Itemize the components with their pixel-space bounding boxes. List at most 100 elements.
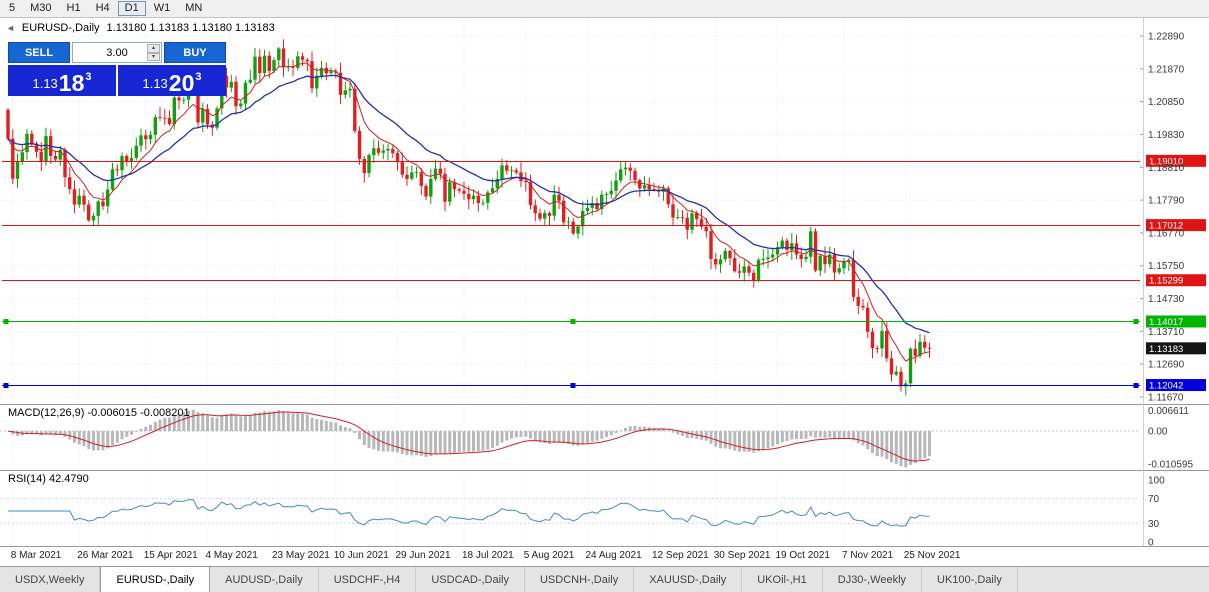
macd-axis-label: 0.00 — [1148, 427, 1168, 438]
price-axis-label: 1.19830 — [1148, 130, 1185, 141]
level-selection-handle[interactable] — [3, 383, 9, 388]
sell-price-pip-digit: 3 — [85, 71, 92, 83]
chart-canvas[interactable]: 1.190101.170121.152991.140171.120421.131… — [0, 18, 1209, 566]
chart-tab-uk100-[interactable]: UK100-,Daily — [922, 567, 1018, 592]
timeframe-button-w1[interactable]: W1 — [147, 1, 178, 16]
price-level-badge-label: 1.17012 — [1149, 221, 1183, 232]
price-level-badge-label: 1.19010 — [1149, 156, 1183, 167]
rsi-axis-label: 100 — [1148, 476, 1165, 487]
date-axis-label: 5 Aug 2021 — [524, 550, 575, 561]
buy-button[interactable]: BUY — [164, 42, 226, 63]
sell-price-prefix: 1.13 — [32, 76, 58, 91]
rsi-line — [8, 499, 930, 527]
volume-input[interactable]: 3.00 ▴ ▾ — [72, 42, 162, 63]
level-selection-handle[interactable] — [1133, 383, 1139, 388]
chart-tab-usdcad-[interactable]: USDCAD-,Daily — [416, 567, 525, 592]
buy-price-prefix: 1.13 — [142, 76, 168, 91]
date-axis-label: 10 Jun 2021 — [334, 550, 389, 561]
price-axis-label: 1.17790 — [1148, 196, 1185, 207]
timeframe-button-h4[interactable]: H4 — [89, 1, 117, 16]
chart-tab-xauusd-[interactable]: XAUUSD-,Daily — [634, 567, 743, 592]
price-level-badge — [1146, 154, 1206, 167]
price-level-badge-label: 1.12042 — [1149, 381, 1183, 392]
price-axis-label: 1.13710 — [1148, 327, 1185, 338]
chart-tab-audusd-[interactable]: AUDUSD-,Daily — [210, 567, 319, 592]
date-axis-label: 12 Sep 2021 — [652, 550, 709, 561]
volume-increase-button[interactable]: ▴ — [147, 44, 160, 53]
chart-area: 1.19010 1.17012 1.15299 1.14017 1.12042 1.131… — [0, 18, 1209, 566]
chart-tab-usdx[interactable]: USDX,Weekly — [0, 567, 101, 592]
date-axis-label: 19 Oct 2021 — [776, 550, 831, 561]
price-axis-label: 1.20850 — [1148, 97, 1185, 108]
chart-tab-usdchf-[interactable]: USDCHF-,H4 — [319, 567, 417, 592]
collapse-trade-panel-icon[interactable]: ◄ — [6, 23, 15, 33]
price-axis-label: 1.15750 — [1148, 261, 1185, 272]
price-axis-label: 1.16770 — [1148, 228, 1185, 239]
price-axis-label: 1.22890 — [1148, 32, 1185, 43]
date-axis-label: 24 Aug 2021 — [586, 550, 643, 561]
date-axis-label: 26 Mar 2021 — [77, 550, 134, 561]
volume-value: 3.00 — [106, 46, 128, 59]
macd-axis-label: -0.010595 — [1148, 460, 1193, 471]
chart-tab-ukoil-[interactable]: UKOil-,H1 — [742, 567, 823, 592]
price-axis-label: 1.18810 — [1148, 163, 1185, 174]
volume-spinner: ▴ ▾ — [147, 44, 160, 61]
price-axis-label: 1.11670 — [1148, 393, 1184, 404]
chart-tabs-bar: USDX,Weekly EURUSD-,Daily AUDUSD-,Daily USD… — [0, 566, 1209, 592]
timeframe-button-h1[interactable]: H1 — [60, 1, 88, 16]
date-axis-label: 29 Jun 2021 — [396, 550, 451, 561]
price-level-badge-label: 1.15299 — [1149, 276, 1183, 287]
date-axis-label: 7 Nov 2021 — [842, 550, 894, 561]
date-axis-label: 8 Mar 2021 — [11, 550, 62, 561]
timeframe-toolbar: 5 M30 H1 H4 D1 W1 MN — [0, 0, 1209, 18]
date-axis-label: 23 May 2021 — [272, 550, 330, 561]
timeframe-button-mn[interactable]: MN — [178, 1, 209, 16]
price-level-badge — [1146, 379, 1206, 392]
price-level-badge — [1146, 219, 1206, 232]
ma-fast-line — [7, 62, 930, 362]
buy-price-display[interactable]: 1.13 20 3 — [118, 65, 226, 96]
level-selection-handle[interactable] — [1133, 319, 1139, 324]
rsi-indicator-label: RSI(14) 42.4790 — [8, 473, 89, 485]
chart-title: ◄ EURUSD-,Daily 1.13180 1.13183 1.13180 … — [6, 22, 275, 34]
level-selection-handle[interactable] — [570, 319, 576, 324]
rsi-axis-label: 0 — [1148, 538, 1154, 549]
rsi-axis-label: 30 — [1148, 519, 1160, 530]
price-axis-label: 1.12690 — [1148, 360, 1185, 371]
macd-signal-line — [7, 411, 930, 462]
one-click-trading-panel: SELL 3.00 ▴ ▾ BUY 1.13 18 3 1.13 — [8, 42, 226, 96]
chart-symbol-label: EURUSD-,Daily — [21, 22, 100, 34]
sell-price-main-digits: 18 — [58, 70, 85, 96]
sell-price-display[interactable]: 1.13 18 3 — [8, 65, 116, 96]
timeframe-button-m30[interactable]: M30 — [23, 1, 58, 16]
rsi-axis-label: 70 — [1148, 494, 1160, 505]
level-selection-handle[interactable] — [3, 319, 9, 324]
level-selection-handle[interactable] — [570, 383, 576, 388]
ma-slow-line — [7, 74, 930, 334]
macd-indicator-label: MACD(12,26,9) -0.006015 -0.008201 — [8, 407, 190, 419]
price-level-badge — [1146, 274, 1206, 287]
chart-tab-eurusd-[interactable]: EURUSD-,Daily — [100, 567, 211, 592]
sell-button[interactable]: SELL — [8, 42, 70, 63]
volume-decrease-button[interactable]: ▾ — [147, 52, 160, 61]
buy-price-pip-digit: 3 — [195, 71, 202, 83]
price-axis-label: 1.14730 — [1148, 294, 1185, 305]
price-level-badge — [1146, 342, 1206, 355]
chart-tab-usdcnh-[interactable]: USDCNH-,Daily — [525, 567, 635, 592]
date-axis-label: 30 Sep 2021 — [714, 550, 771, 561]
bear-candle-bodies — [6, 48, 932, 387]
date-axis-label: 18 Jul 2021 — [462, 550, 514, 561]
date-axis-label: 4 May 2021 — [206, 550, 259, 561]
chart-ohlc-values: 1.13180 1.13183 1.13180 1.13183 — [106, 22, 275, 34]
timeframe-button-d1[interactable]: D1 — [117, 1, 146, 16]
bull-candle-bodies — [15, 48, 922, 387]
price-level-badge — [1146, 315, 1206, 328]
timeframe-button-5[interactable]: 5 — [2, 1, 22, 16]
macd-axis-label: 0.006611 — [1148, 406, 1189, 417]
date-axis-label: 25 Nov 2021 — [904, 550, 961, 561]
chart-tab-dj30-[interactable]: DJ30-,Weekly — [823, 567, 923, 592]
macd-histogram — [11, 409, 931, 468]
buy-price-main-digits: 20 — [168, 70, 195, 96]
bull-candle-wicks — [17, 46, 921, 396]
